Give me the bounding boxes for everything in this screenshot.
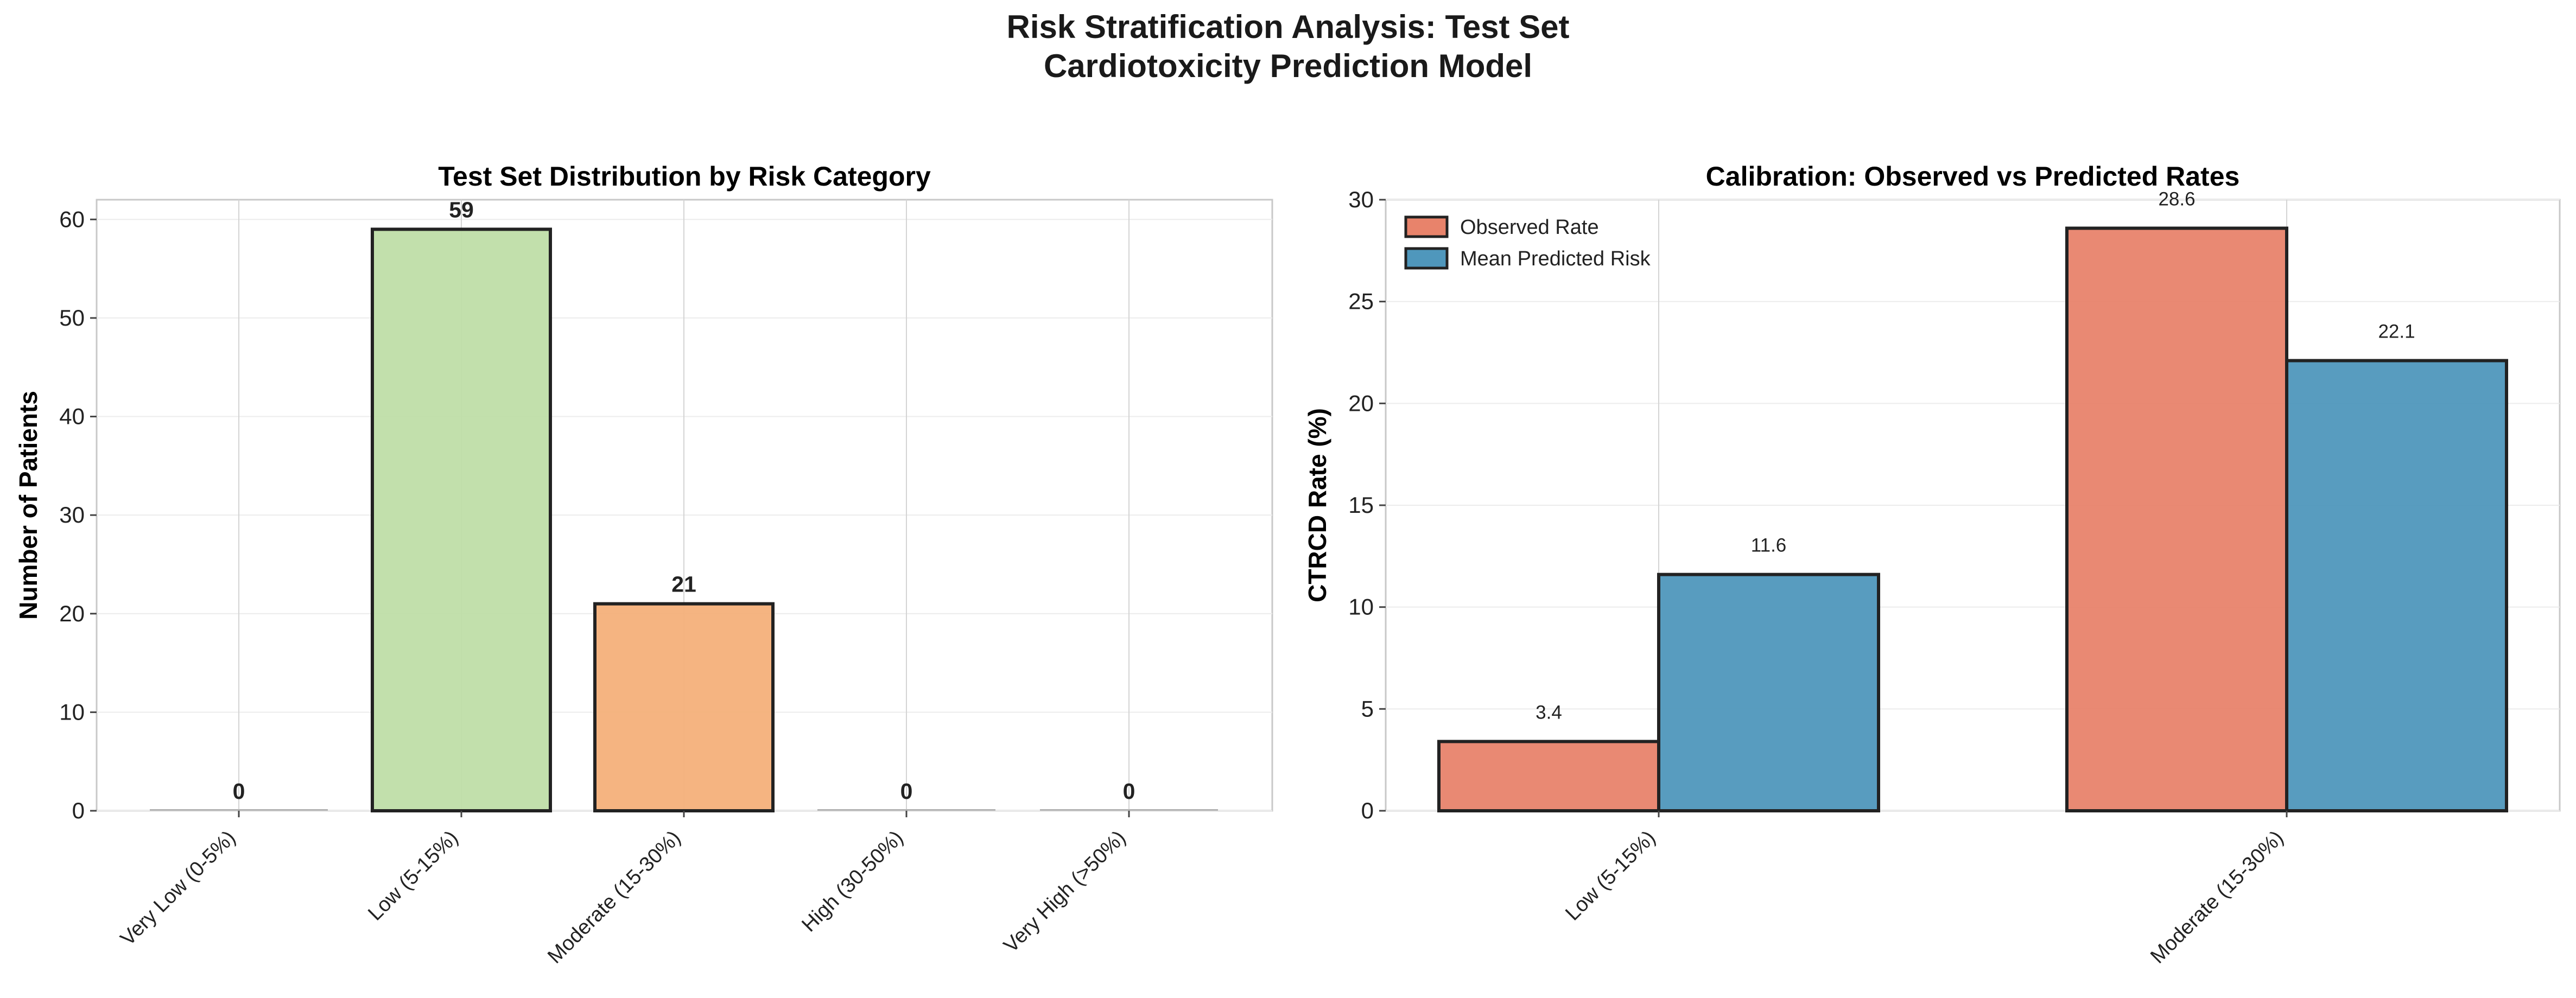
data-label: 0 <box>1123 779 1135 804</box>
bar <box>371 227 552 812</box>
figure-title-line-1: Risk Stratification Analysis: Test Set <box>1006 9 1570 45</box>
y-axis-label: CTRCD Rate (%) <box>1303 408 1331 602</box>
data-label: 11.6 <box>1751 535 1787 556</box>
y-tick-label: 25 <box>1348 289 1374 314</box>
bar <box>1657 573 1880 812</box>
data-label: 0 <box>233 779 245 804</box>
y-tick-label: 50 <box>59 305 85 330</box>
chart-title: Test Set Distribution by Risk Category <box>438 161 931 192</box>
data-label: 3.4 <box>1536 702 1562 723</box>
bar <box>1040 809 1218 811</box>
data-label: 59 <box>449 197 474 222</box>
legend-swatch <box>1404 215 1449 238</box>
distribution-chart: 0 10 20 30 40 50 60 Test Set Distribution by Ri… <box>14 161 1273 968</box>
bar <box>2285 359 2508 812</box>
legend-swatch <box>1404 247 1449 270</box>
y-axis-label: Number of Patients <box>14 391 42 620</box>
y-tick-label: 30 <box>1348 187 1374 212</box>
bar <box>817 809 995 811</box>
chart-title: Calibration: Observed vs Predicted Rates <box>1706 161 2240 192</box>
bar <box>1437 740 1660 813</box>
calibration-chart: 0 5 10 15 20 25 30 Calibration: Observed vs Pre… <box>1303 161 2561 968</box>
x-tick-label: Low (5-15%) <box>1561 827 1660 925</box>
x-tick-label: Very High (>50%) <box>999 827 1130 957</box>
figure-title-line-2: Cardiotoxicity Prediction Model <box>1043 48 1533 84</box>
legend-label: Observed Rate <box>1460 216 1599 239</box>
bar <box>150 809 328 811</box>
x-tick-label: High (30-50%) <box>797 827 908 937</box>
legend: Observed Rate Mean Predicted Risk <box>1404 215 1651 270</box>
y-tick-label: 10 <box>1348 594 1374 620</box>
figure-title: Risk Stratification Analysis: Test Set C… <box>0 8 2576 86</box>
data-label: 0 <box>900 779 913 804</box>
y-tick-label: 0 <box>72 798 85 823</box>
y-tick-label: 0 <box>1361 798 1374 823</box>
x-tick-label: Moderate (15-30%) <box>543 827 685 968</box>
x-tick-label: Moderate (15-30%) <box>2146 827 2288 968</box>
bar <box>2065 226 2288 813</box>
y-tick-label: 30 <box>59 502 85 527</box>
y-tick-label: 10 <box>59 699 85 724</box>
data-label: 21 <box>671 572 696 597</box>
x-tick-label: Low (5-15%) <box>364 827 462 925</box>
y-tick-label: 40 <box>59 404 85 429</box>
bar <box>593 602 775 812</box>
y-tick-label: 20 <box>1348 390 1374 416</box>
y-tick-label: 15 <box>1348 492 1374 518</box>
y-tick-label: 60 <box>59 206 85 232</box>
y-tick-label: 20 <box>59 601 85 626</box>
data-label: 22.1 <box>2378 321 2415 342</box>
y-tick-label: 5 <box>1361 696 1374 721</box>
data-label: 28.6 <box>2158 189 2195 210</box>
legend-label: Mean Predicted Risk <box>1460 247 1651 270</box>
x-tick-label: Very Low (0-5%) <box>116 827 240 950</box>
